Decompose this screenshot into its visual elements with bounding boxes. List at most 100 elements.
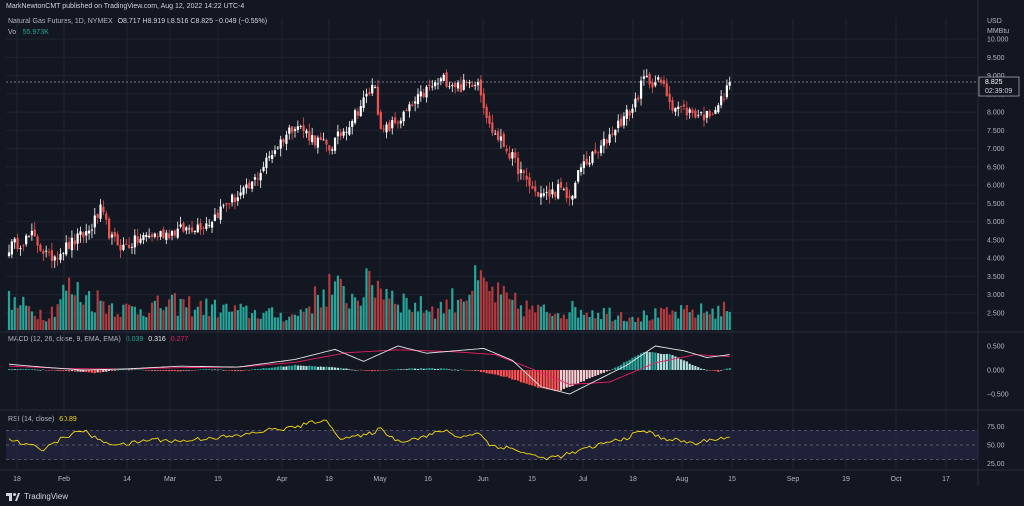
candle-body (442, 74, 445, 81)
volume-bar (362, 297, 365, 330)
rsi-legend[interactable]: RSI (14, close) 60.89 (8, 416, 77, 423)
candle-body (176, 228, 179, 238)
time-tick-label: Jun (477, 476, 488, 483)
volume-bar (336, 275, 339, 330)
macd-hist-bar (402, 369, 405, 370)
symbol-legend[interactable]: Natural Gas Futures, 1D, NYMEX O8.717 H8… (8, 18, 267, 25)
volume-bar (496, 282, 500, 330)
candle-body (402, 111, 405, 122)
candle-body (256, 178, 259, 180)
macd-hist-bar (159, 370, 162, 371)
candle-body (311, 135, 314, 143)
macd-axis[interactable]: 0.500 0.000 −0.500 (987, 344, 1009, 399)
volume-bar (479, 270, 482, 330)
candle-body (439, 78, 442, 82)
candle-body (348, 127, 351, 135)
candle-body (56, 258, 59, 260)
volume-bar (485, 281, 488, 330)
macd-hist-bar (336, 367, 339, 370)
macd-hist-bar (322, 366, 325, 370)
candle-body (551, 189, 554, 195)
volume-bar (371, 285, 374, 330)
candle-body (285, 134, 288, 144)
volume-bar (411, 312, 414, 330)
candle-body (394, 117, 397, 124)
price-tick-label: 4.500 (987, 237, 1005, 244)
candle-body (494, 133, 497, 135)
volume-bar (85, 295, 88, 330)
rsi-axis[interactable]: 75.00 50.00 25.00 (987, 424, 1005, 468)
macd-hist-bar (236, 370, 239, 371)
candle-body (485, 106, 488, 119)
volume-bar (700, 303, 703, 330)
candle-body (454, 83, 457, 88)
volume-bar (702, 312, 706, 330)
macd-hist-bar (599, 370, 603, 374)
macd-hist-bar (216, 369, 219, 371)
candle-body (639, 80, 643, 99)
volume-bar (213, 299, 217, 330)
candle-body (182, 223, 185, 232)
volume-bar (588, 317, 591, 330)
macd-hist-bar (405, 369, 408, 370)
macd-hist-bar (10, 369, 13, 371)
volume-bar (113, 316, 116, 330)
candle-body (271, 155, 274, 159)
time-tick-label: 14 (123, 476, 131, 483)
volume-bar (662, 309, 666, 330)
candle-body (113, 231, 116, 237)
macd-hist-bar (720, 370, 723, 371)
time-axis[interactable]: 18 Feb 14 Mar 15 Apr 18 May 16 Jun 15 Jul 18 Aug 15 Sep… (13, 476, 950, 483)
volume-bar (16, 307, 19, 330)
macd-hist-bar (359, 369, 362, 371)
volume-bar (474, 265, 477, 330)
candle-body (188, 228, 191, 230)
macd-hist-bar (454, 369, 457, 371)
volume-bar (345, 303, 348, 330)
candle-body (708, 110, 711, 117)
macd-hist-bar (128, 369, 131, 371)
macd-hist-bar (431, 368, 434, 370)
price-axis[interactable]: USDMMBtu10.0009.5009.0008.5008.0007.5007… (987, 18, 1009, 317)
volume-bar (33, 315, 36, 330)
candle-body (150, 234, 154, 237)
macd-hist-bar (13, 369, 16, 370)
macd-hist-bar (116, 369, 119, 371)
candle-body (273, 150, 277, 154)
volume-bar (116, 314, 119, 330)
volume-bar (182, 299, 185, 330)
candle-body (651, 82, 654, 88)
macd-hist-bar (605, 370, 608, 372)
volume-bar (511, 299, 514, 330)
macd-hist-bar (96, 370, 99, 373)
tradingview-logo-icon (6, 492, 20, 501)
macd-hist-bar (608, 370, 611, 371)
volume-bar (519, 305, 523, 330)
macd-hist-bar (545, 370, 548, 390)
macd-hist-bar (242, 370, 245, 371)
volume-bar (402, 293, 405, 330)
candle-body (119, 244, 122, 251)
macd-hist-bar (348, 369, 351, 370)
macd-hist-bar (671, 355, 674, 370)
macd-hist-bar (228, 370, 231, 371)
candle-body (645, 75, 648, 78)
macd-hist-bar (416, 368, 420, 370)
volume-bar (27, 306, 31, 330)
candle-body (153, 233, 156, 237)
volume-bar (491, 286, 494, 330)
volume-legend[interactable]: Vol 55.973K (8, 29, 49, 36)
candle-body (205, 223, 208, 229)
macd-hist-bar (514, 370, 517, 380)
time-tick-label: 15 (214, 476, 222, 483)
volume-bar (614, 319, 617, 330)
macd-hist-bar (425, 368, 428, 370)
macd-hist-bar (511, 370, 514, 380)
tradingview-brand[interactable]: TradingView (6, 492, 68, 501)
candle-body (682, 104, 686, 107)
volume-bar (351, 293, 354, 330)
volume-bar (516, 308, 520, 330)
macd-hist-bar (445, 368, 448, 370)
volume-bar (96, 290, 99, 330)
